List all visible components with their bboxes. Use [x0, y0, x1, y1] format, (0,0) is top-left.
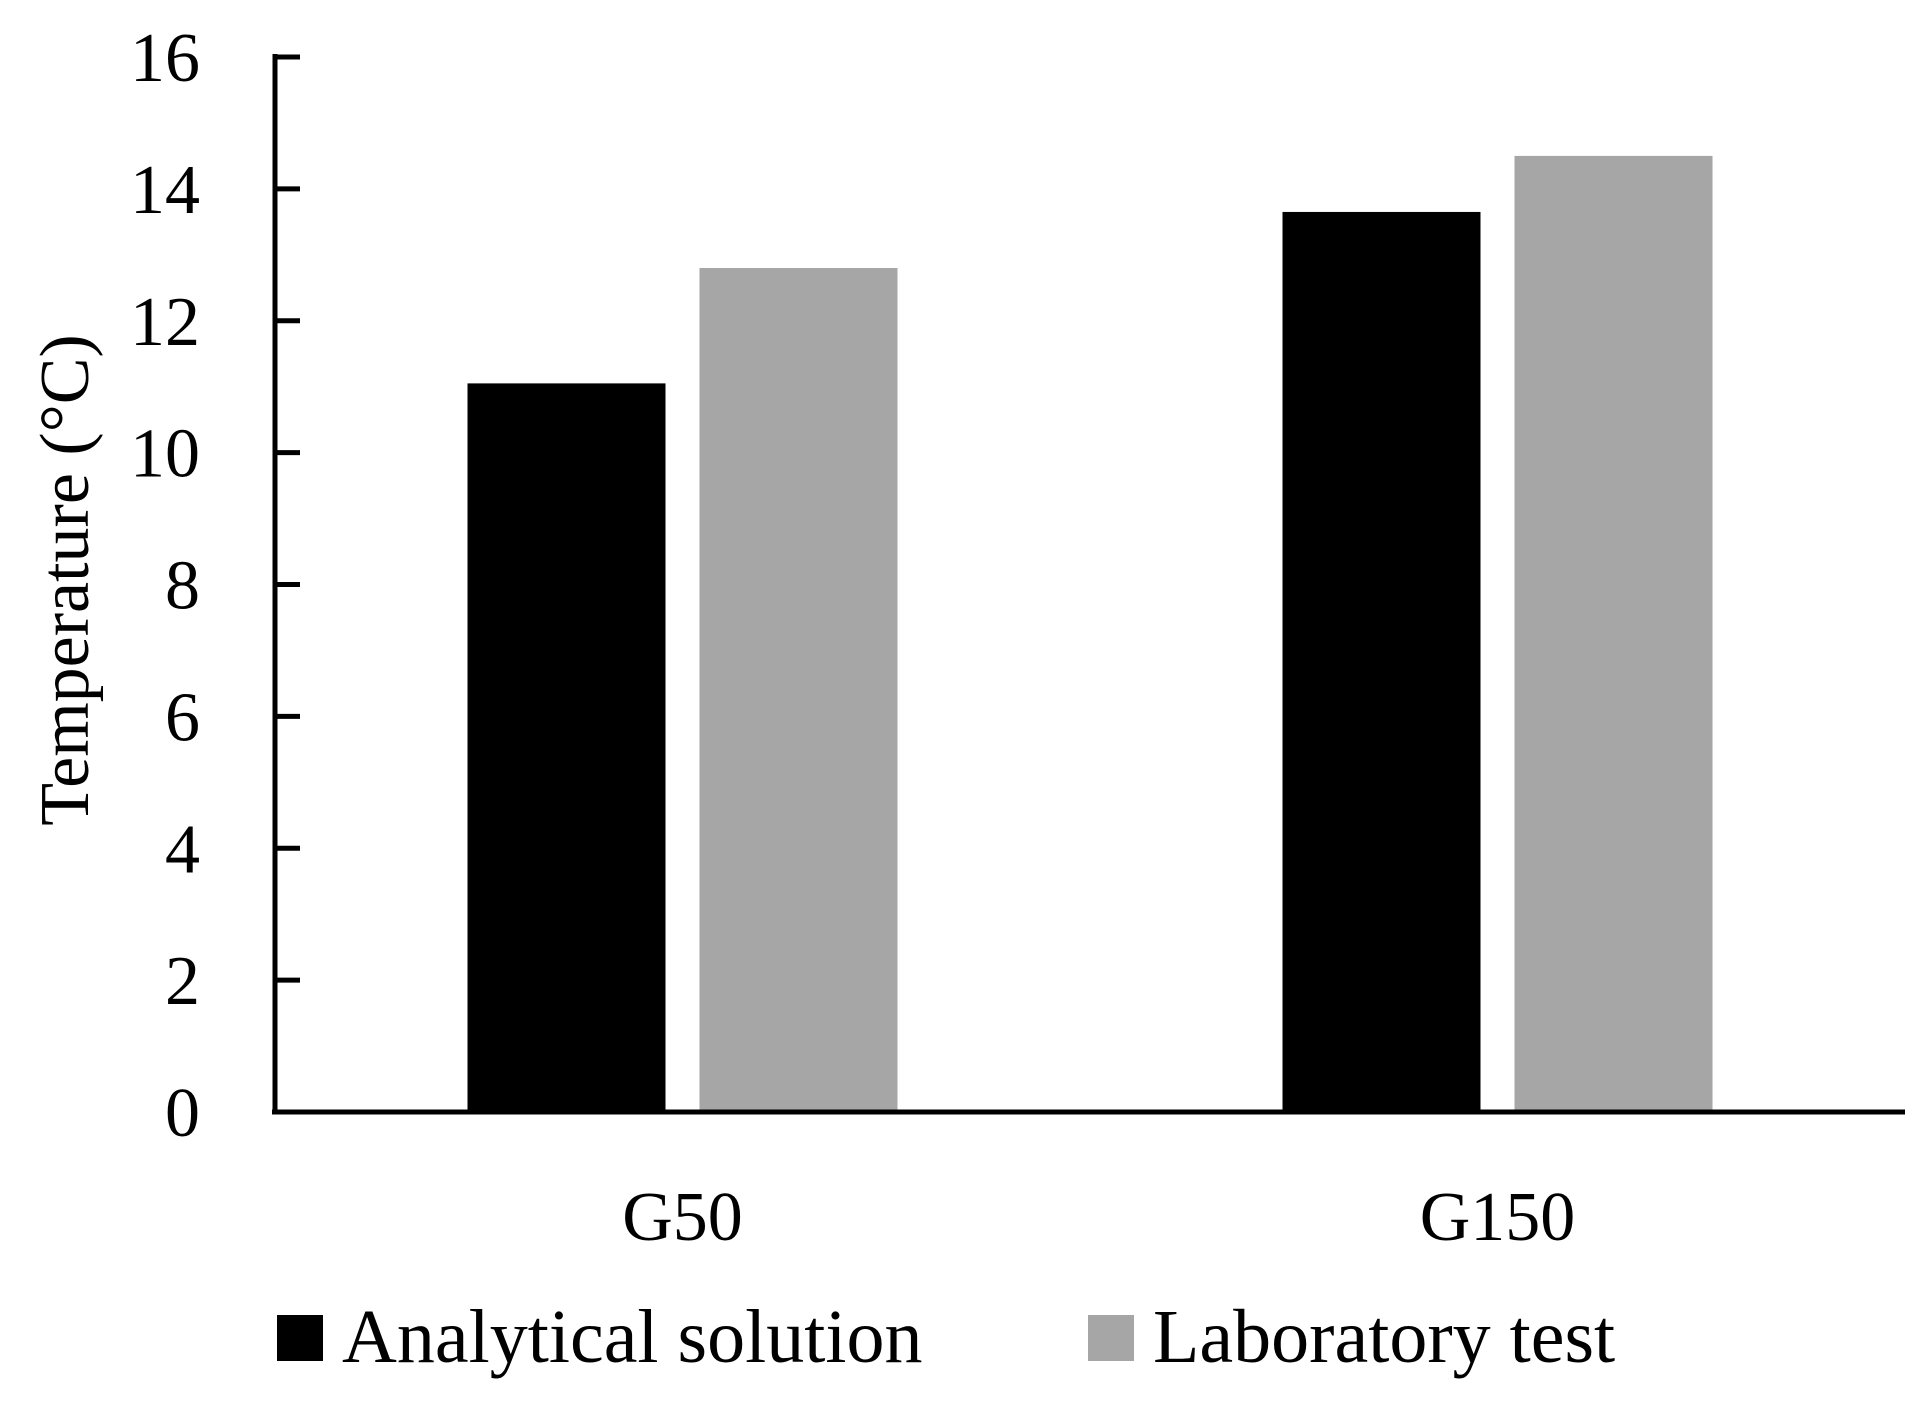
bar-g150-series-1: [1514, 155, 1713, 1112]
y-tick-label-10: 10: [130, 416, 200, 493]
legend-swatch-0: [277, 1315, 323, 1361]
axes-layer: [272, 54, 1905, 1115]
bar-g50-series-1: [699, 268, 898, 1112]
bar-g50-series-0: [467, 383, 666, 1112]
y-tick-label-8: 8: [165, 548, 200, 625]
y-tick-label-12: 12: [130, 284, 200, 361]
bars-layer: [467, 155, 1713, 1112]
bar-g150-series-0: [1282, 211, 1481, 1112]
y-tick-label-2: 2: [165, 943, 200, 1020]
y-tick-label-16: 16: [130, 20, 200, 97]
legend-label-0: Analytical solution: [342, 1295, 922, 1379]
y-axis-title: Temperature (°C): [27, 334, 104, 825]
x-tick-label-g50: G50: [622, 1179, 743, 1256]
y-tick-label-4: 4: [165, 811, 200, 888]
y-tick-label-14: 14: [130, 152, 200, 229]
y-tick-label-0: 0: [165, 1075, 200, 1152]
labels-layer: G50 G150 0 2 4 6 8 10 12 14 16 Temperature (°C): [27, 20, 1575, 1256]
y-tick-label-6: 6: [165, 679, 200, 756]
legend-swatch-1: [1088, 1315, 1134, 1361]
legend-label-1: Laboratory test: [1153, 1295, 1615, 1379]
x-tick-label-g150: G150: [1420, 1179, 1576, 1256]
legend: Analytical solution Laboratory test: [277, 1295, 1615, 1379]
